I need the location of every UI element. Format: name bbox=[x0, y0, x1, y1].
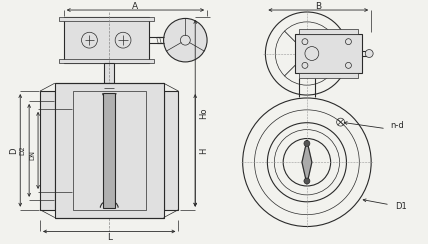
Text: A: A bbox=[132, 1, 139, 10]
Text: H: H bbox=[199, 147, 208, 153]
Bar bbox=[40, 91, 55, 210]
Bar bbox=[59, 60, 154, 63]
Text: L: L bbox=[107, 233, 112, 242]
Bar bbox=[64, 17, 149, 63]
Circle shape bbox=[365, 50, 373, 58]
Text: DN: DN bbox=[29, 150, 35, 160]
Text: D2: D2 bbox=[19, 146, 25, 155]
Bar bbox=[299, 29, 358, 34]
Bar bbox=[163, 91, 178, 210]
Circle shape bbox=[163, 19, 207, 62]
Polygon shape bbox=[302, 141, 312, 184]
Circle shape bbox=[304, 141, 310, 146]
Text: Ho: Ho bbox=[199, 108, 208, 119]
Text: D: D bbox=[9, 147, 18, 154]
Bar bbox=[59, 17, 154, 21]
Bar bbox=[103, 93, 115, 208]
Circle shape bbox=[304, 178, 310, 184]
Text: B: B bbox=[315, 1, 321, 10]
Circle shape bbox=[305, 51, 309, 55]
Bar bbox=[73, 91, 146, 210]
Text: n-d: n-d bbox=[390, 121, 404, 130]
Bar bbox=[299, 73, 358, 78]
Bar bbox=[55, 83, 163, 218]
Bar bbox=[104, 63, 114, 83]
Text: D1: D1 bbox=[395, 202, 407, 211]
Bar bbox=[295, 34, 362, 73]
